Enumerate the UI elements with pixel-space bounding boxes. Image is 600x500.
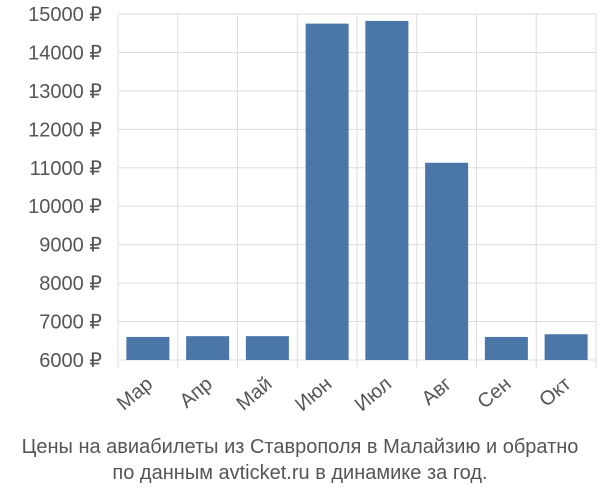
y-tick-label: 14000 ₽ [28,42,102,64]
y-tick-label: 12000 ₽ [28,119,102,141]
y-tick-label: 8000 ₽ [39,273,102,295]
y-tick-label: 9000 ₽ [39,235,102,257]
y-tick-label: 6000 ₽ [39,350,102,372]
grid-lines [117,13,597,368]
x-tick-label: Окт [535,373,575,412]
y-axis-ticks: 6000 ₽ 7000 ₽ 8000 ₽ 9000 ₽ 10000 ₽ 11000 ₽ 12… [28,4,102,372]
x-tick-label: Май [232,373,276,415]
x-tick-label: Сен [473,373,515,413]
bar-Мар [126,336,170,360]
bar-Июн [305,23,349,360]
bar-Апр [186,336,230,360]
x-tick-label: Мар [113,373,157,415]
bar-Авг [425,162,469,360]
y-tick-label: 15000 ₽ [28,4,102,26]
y-tick-label: 10000 ₽ [28,196,102,218]
y-tick-label: 7000 ₽ [39,312,102,334]
x-axis-ticks: Мар Апр Май Июн Июл Авг Сен Окт [113,373,575,416]
caption-line-2: по данным avticket.ru в динамике за год. [112,462,488,484]
y-tick-label: 13000 ₽ [28,81,102,103]
caption-line-1: Цены на авиабилеты из Ставрополя в Малай… [21,436,579,458]
bar-Окт [544,334,588,360]
x-tick-label: Июн [291,373,336,416]
bars [126,20,588,360]
x-tick-label: Июл [351,373,396,416]
y-tick-label: 11000 ₽ [30,158,103,180]
bar-Июл [365,20,409,360]
bar-Сен [484,336,528,360]
bar-Май [245,336,289,360]
x-tick-label: Авг [418,373,456,410]
x-tick-label: Апр [176,373,217,413]
bar-chart: 6000 ₽ 7000 ₽ 8000 ₽ 9000 ₽ 10000 ₽ 11000 ₽ 12… [28,4,597,416]
